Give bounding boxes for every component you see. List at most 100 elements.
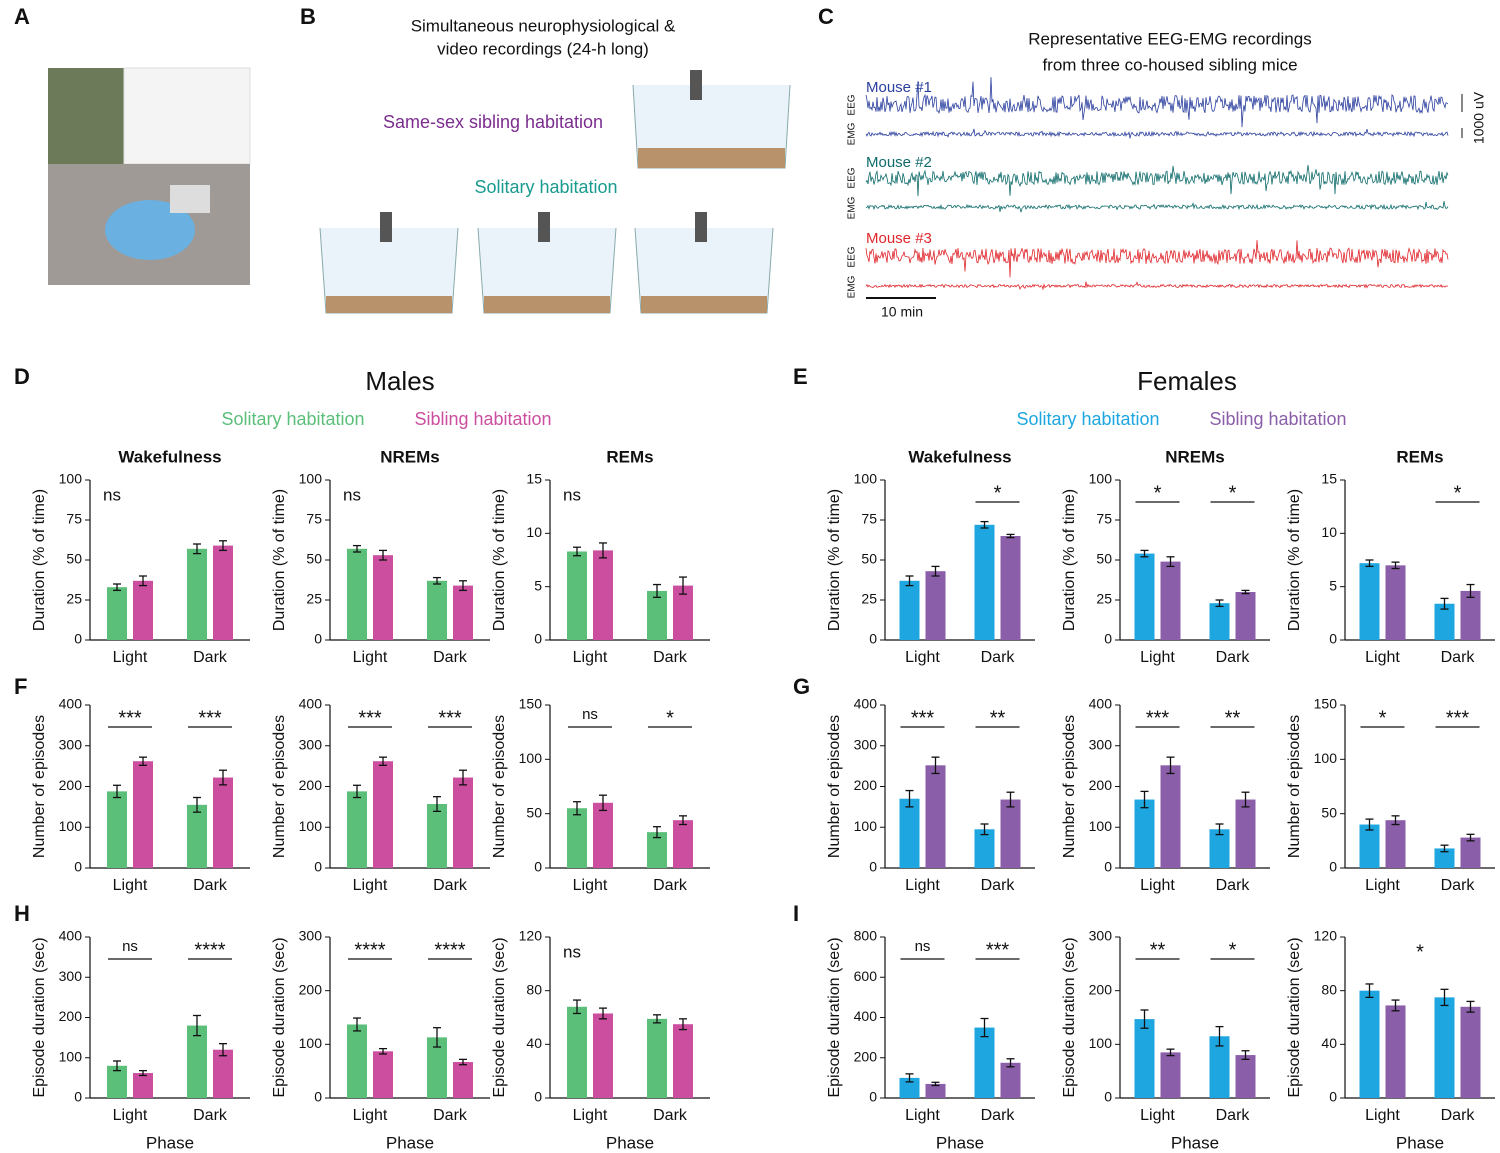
- bar: [899, 580, 920, 640]
- x-tick-label: Dark: [981, 877, 1016, 894]
- y-tick-label: 80: [526, 981, 542, 997]
- y-tick-label: 25: [861, 591, 877, 607]
- panel-letter: H: [14, 901, 30, 926]
- bar: [1385, 565, 1406, 640]
- bar: [1160, 765, 1181, 868]
- y-tick-label: 100: [854, 818, 878, 834]
- y-tick-label: 300: [59, 736, 83, 752]
- annotation: *: [1416, 941, 1424, 963]
- significance: *: [1454, 482, 1462, 504]
- bar: [1209, 1036, 1230, 1098]
- y-tick-label: 80: [1321, 981, 1337, 997]
- bar: [453, 777, 473, 868]
- y-tick-label: 25: [306, 591, 322, 607]
- y-tick-label: 100: [1089, 1035, 1113, 1051]
- bar: [1385, 820, 1406, 868]
- bar: [427, 1037, 447, 1098]
- x-tick-label: Dark: [1441, 649, 1476, 666]
- bar: [1134, 799, 1155, 868]
- bar: [974, 829, 995, 868]
- bar: [133, 1073, 153, 1098]
- significance: **: [1225, 707, 1241, 729]
- bar: [1434, 848, 1455, 868]
- significance: ****: [194, 939, 225, 961]
- x-tick-label: Light: [113, 1107, 148, 1124]
- x-tick-label: Light: [113, 877, 148, 894]
- y-tick-label: 100: [59, 471, 83, 487]
- y-axis-label: Episode duration (sec): [826, 937, 843, 1097]
- bar: [1160, 561, 1181, 640]
- scale-v-label: 1000 uV: [1471, 91, 1487, 144]
- y-tick-label: 200: [1089, 777, 1113, 793]
- y-axis-label: Number of episodes: [31, 715, 48, 858]
- y-tick-label: 200: [299, 777, 323, 793]
- y-tick-label: 100: [1089, 818, 1113, 834]
- bar: [213, 777, 233, 868]
- annotation: ns: [563, 942, 581, 961]
- x-axis-label: Phase: [146, 1133, 194, 1152]
- x-tick-label: Dark: [193, 649, 228, 666]
- trace: [865, 165, 1449, 197]
- x-tick-label: Light: [1140, 877, 1175, 894]
- x-tick-label: Light: [353, 1107, 388, 1124]
- bar: [1359, 990, 1380, 1098]
- x-tick-label: Dark: [1441, 1107, 1476, 1124]
- bar: [347, 1024, 367, 1098]
- y-tick-label: 0: [1104, 1089, 1112, 1105]
- y-tick-label: 50: [1096, 551, 1112, 567]
- y-tick-label: 40: [1321, 1035, 1337, 1051]
- x-tick-label: Light: [573, 877, 608, 894]
- x-tick-label: Dark: [1216, 1107, 1251, 1124]
- annotation: ns: [343, 485, 361, 504]
- y-tick-label: 75: [861, 511, 877, 527]
- y-tick-label: 150: [1314, 696, 1338, 712]
- bar: [107, 587, 127, 640]
- legend-entry: Solitary habitation: [221, 409, 364, 429]
- panel-c-title: Representative EEG-EMG recordings: [1028, 29, 1311, 48]
- bar: [899, 1077, 920, 1098]
- y-tick-label: 0: [1329, 631, 1337, 647]
- x-tick-label: Dark: [1216, 649, 1251, 666]
- bar: [925, 765, 946, 868]
- significance: *: [1229, 482, 1237, 504]
- y-axis-label: Number of episodes: [826, 715, 843, 858]
- x-tick-label: Light: [1140, 1107, 1175, 1124]
- y-tick-label: 50: [66, 551, 82, 567]
- bar: [373, 761, 393, 868]
- significance: *: [1379, 707, 1387, 729]
- x-axis-label: Phase: [1171, 1133, 1219, 1152]
- significance: ns: [122, 938, 138, 955]
- panel-b-title: video recordings (24-h long): [437, 39, 649, 58]
- bar: [453, 1062, 473, 1098]
- y-axis-label: Number of episodes: [1061, 715, 1078, 858]
- bar: [453, 585, 473, 640]
- significance: *: [1229, 939, 1237, 961]
- x-tick-label: Light: [1365, 1107, 1400, 1124]
- significance: ***: [911, 707, 935, 729]
- annotation: ns: [563, 485, 581, 504]
- y-tick-label: 0: [314, 859, 322, 875]
- x-tick-label: Light: [1365, 877, 1400, 894]
- bar: [974, 1027, 995, 1098]
- significance: ****: [434, 939, 465, 961]
- y-tick-label: 400: [299, 696, 323, 712]
- panel-letter: B: [300, 4, 316, 29]
- y-tick-label: 0: [314, 631, 322, 647]
- bar: [133, 580, 153, 640]
- significance: ***: [198, 707, 222, 729]
- bar: [107, 1065, 127, 1098]
- emg-label: EMG: [847, 275, 858, 298]
- photo-parts: [123, 67, 251, 165]
- y-tick-label: 150: [519, 696, 543, 712]
- significance: ***: [1446, 707, 1470, 729]
- significance: *: [666, 707, 674, 729]
- y-tick-label: 120: [1314, 928, 1338, 944]
- y-tick-label: 0: [869, 631, 877, 647]
- y-tick-label: 100: [299, 471, 323, 487]
- bar: [1209, 829, 1230, 868]
- significance: ****: [354, 939, 385, 961]
- bar: [1359, 824, 1380, 868]
- legend-entry: Sibling habitation: [414, 409, 551, 429]
- y-axis-label: Episode duration (sec): [491, 937, 508, 1097]
- y-axis-label: Duration (% of time): [271, 489, 288, 631]
